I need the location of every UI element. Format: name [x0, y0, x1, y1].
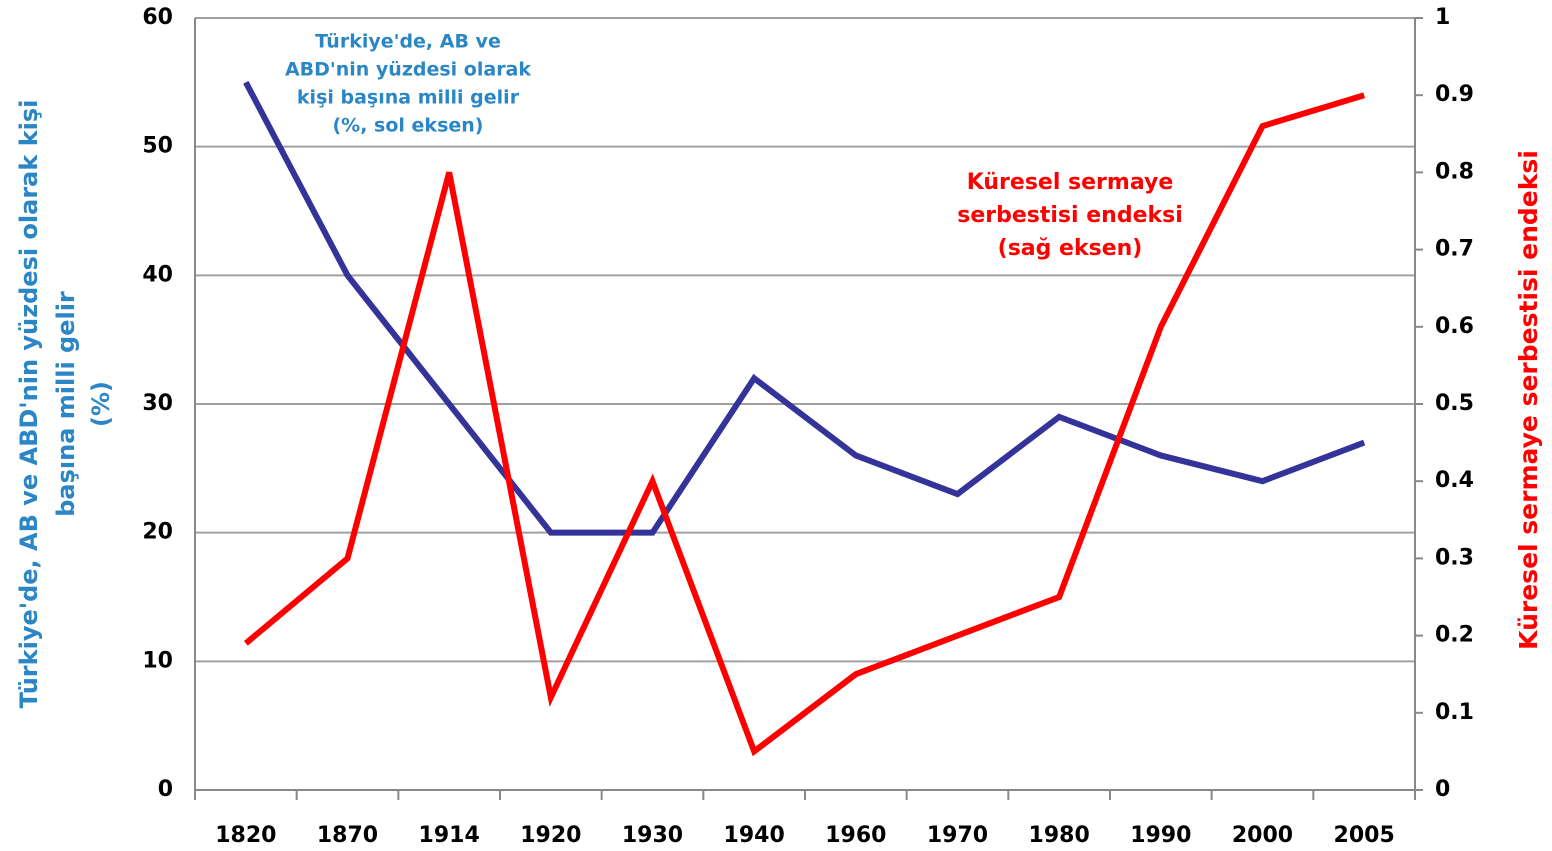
- x-tick-label: 1930: [622, 823, 683, 848]
- x-tick-label: 1990: [1130, 823, 1191, 848]
- x-tick-label: 1870: [317, 823, 378, 848]
- y-tick-label: 0: [158, 777, 173, 802]
- series-label: (%, sol eksen): [333, 115, 484, 137]
- y2-tick-label: 0.5: [1435, 391, 1474, 416]
- y-axis-label: Türkiye'de, AB ve ABD'nin yüzdesi olarak…: [15, 100, 43, 709]
- y-tick-label: 10: [142, 648, 173, 673]
- y-axis-label: başına milli gelir: [52, 291, 80, 517]
- y2-tick-label: 0.4: [1435, 468, 1474, 493]
- x-tick-label: 1970: [927, 823, 988, 848]
- x-tick-label: 2000: [1232, 823, 1293, 848]
- series-label: Türkiye'de, AB ve: [315, 31, 501, 53]
- x-tick-label: 1940: [724, 823, 785, 848]
- y2-tick-label: 1: [1435, 5, 1450, 30]
- x-tick-label: 1920: [520, 823, 581, 848]
- y-axis-label: (%): [87, 381, 115, 427]
- y-tick-label: 50: [142, 134, 173, 159]
- y2-tick-label: 0.1: [1435, 700, 1474, 725]
- y-tick-label: 20: [142, 520, 173, 545]
- y2-tick-label: 0.9: [1435, 82, 1474, 107]
- x-tick-label: 1960: [825, 823, 886, 848]
- y2-tick-label: 0.3: [1435, 545, 1474, 570]
- series-label: kişi başına milli gelir: [297, 87, 520, 109]
- series-label: (sağ eksen): [998, 236, 1143, 261]
- x-tick-label: 1820: [215, 823, 276, 848]
- series-label: serbestisi endeksi: [957, 203, 1183, 228]
- x-tick-label: 1914: [419, 823, 480, 848]
- y-tick-label: 60: [142, 5, 173, 30]
- series-label: Küresel sermaye: [967, 170, 1174, 195]
- series-label: ABD'nin yüzdesi olarak: [285, 59, 531, 81]
- data-line: [243, 80, 1366, 536]
- x-tick-label: 2005: [1334, 823, 1395, 848]
- y2-tick-label: 0: [1435, 777, 1450, 802]
- x-tick-label: 1980: [1029, 823, 1090, 848]
- y2-tick-label: 0.7: [1435, 237, 1474, 262]
- y2-axis-label: Küresel sermaye serbestisi endeksi: [1514, 150, 1543, 650]
- data-line: [243, 92, 1366, 757]
- y2-tick-label: 0.2: [1435, 623, 1474, 648]
- y2-tick-label: 0.6: [1435, 314, 1474, 339]
- y-tick-label: 40: [142, 262, 173, 287]
- y2-tick-label: 0.8: [1435, 159, 1474, 184]
- y-tick-label: 30: [142, 391, 173, 416]
